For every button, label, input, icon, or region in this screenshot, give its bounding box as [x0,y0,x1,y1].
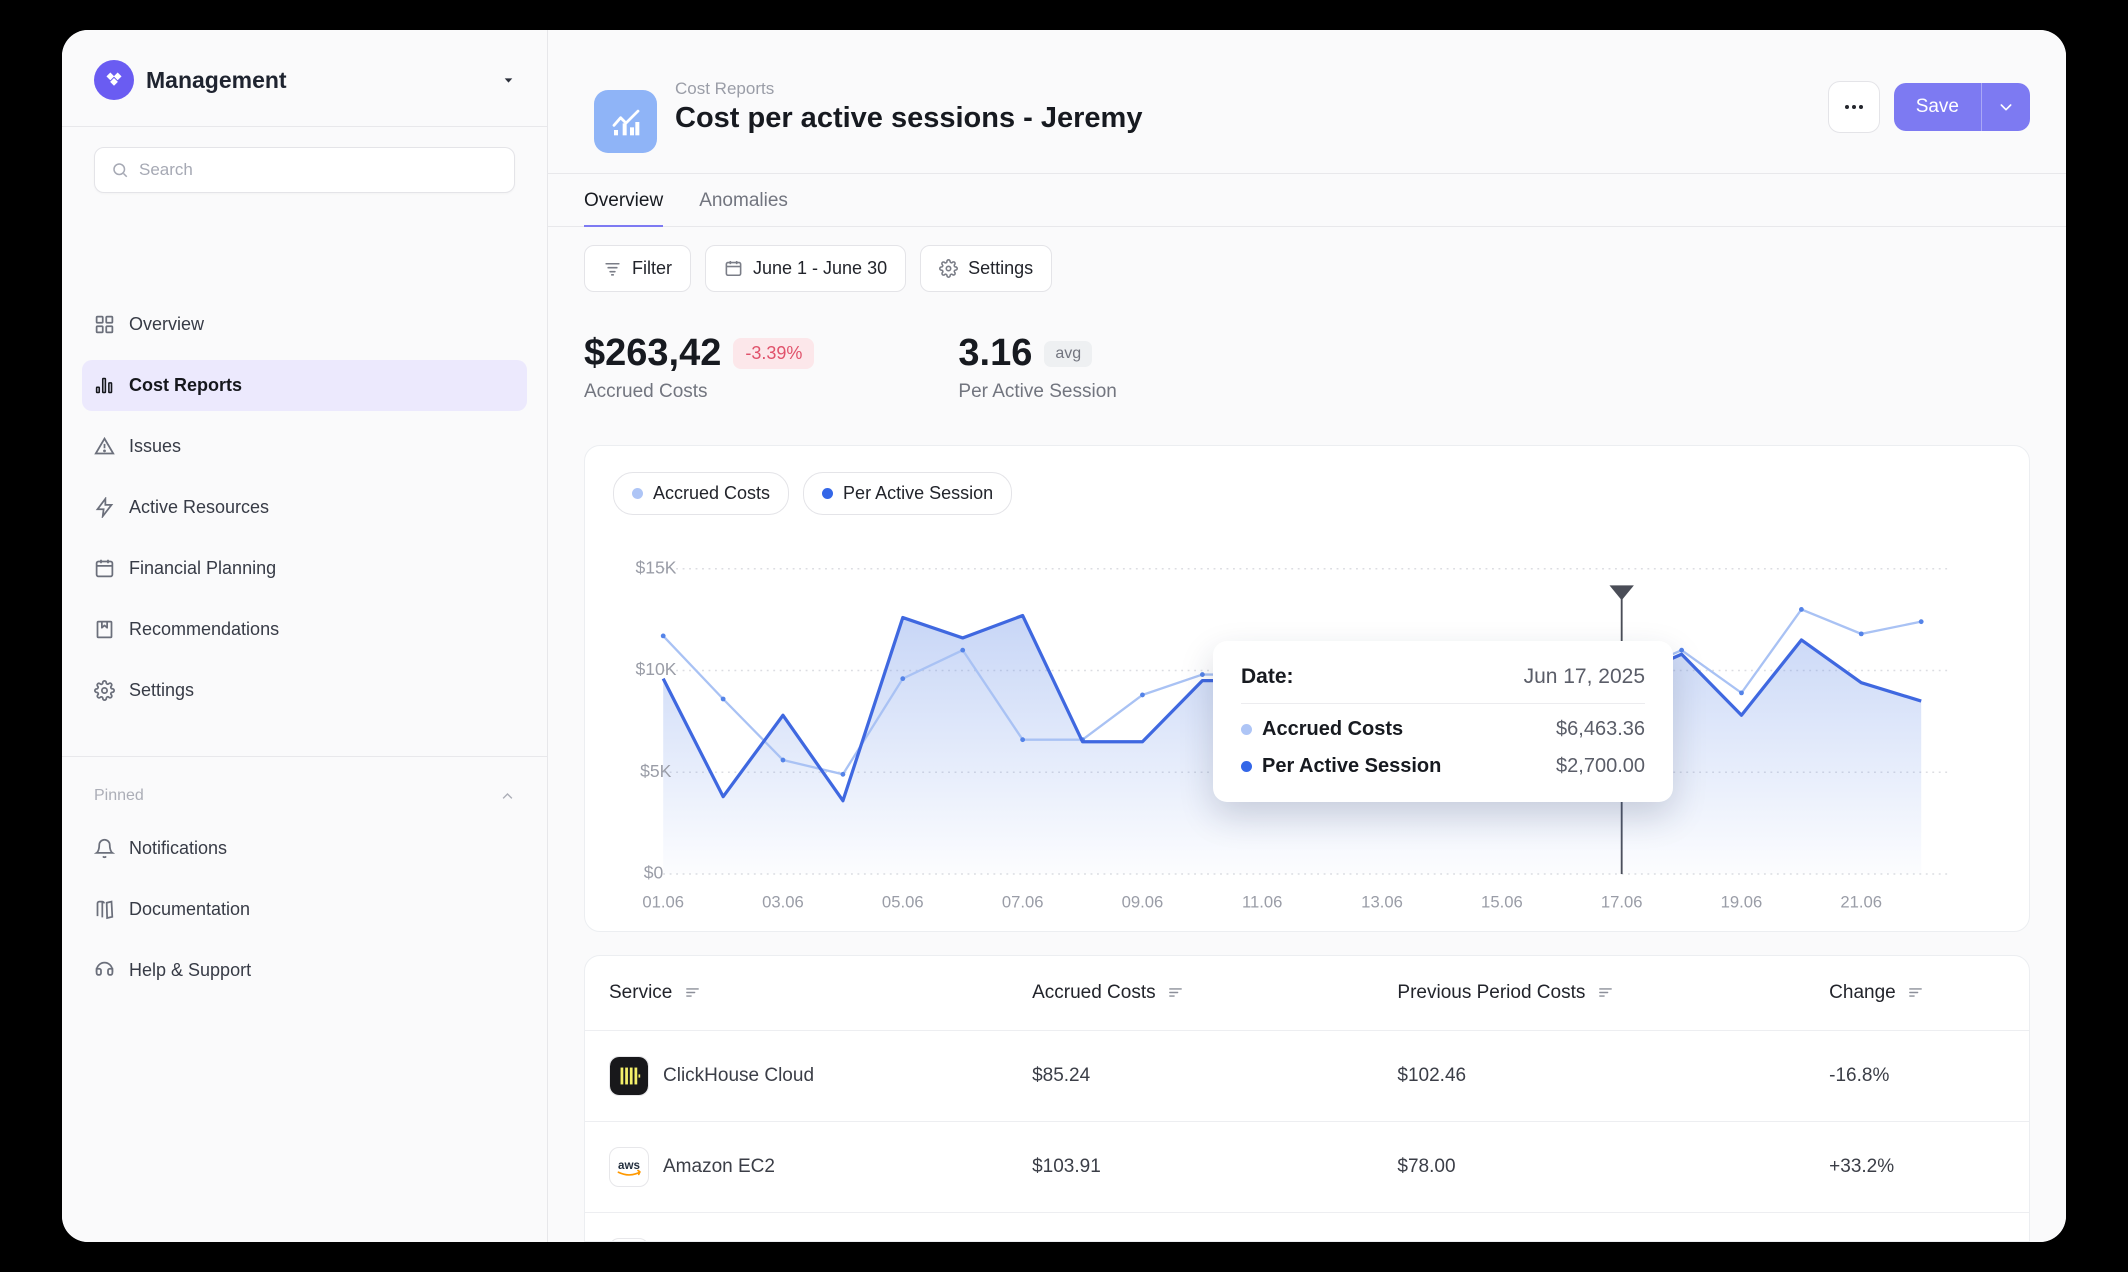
svg-text:11.06: 11.06 [1242,892,1282,911]
svg-text:03.06: 03.06 [762,892,804,911]
svg-text:15.06: 15.06 [1481,892,1523,911]
svg-text:01.06: 01.06 [642,892,684,911]
svg-text:07.06: 07.06 [1002,892,1044,911]
svg-text:09.06: 09.06 [1122,892,1164,911]
svg-text:17.06: 17.06 [1601,892,1643,911]
svg-text:$0: $0 [644,863,664,883]
svg-text:aws: aws [618,1159,640,1172]
svg-text:05.06: 05.06 [882,892,924,911]
svg-text:13.06: 13.06 [1361,892,1403,911]
svg-text:21.06: 21.06 [1840,892,1882,911]
svg-text:19.06: 19.06 [1721,892,1763,911]
svg-text:$10K: $10K [635,659,676,679]
svg-text:$15K: $15K [635,557,676,577]
svg-text:$5K: $5K [640,761,672,781]
